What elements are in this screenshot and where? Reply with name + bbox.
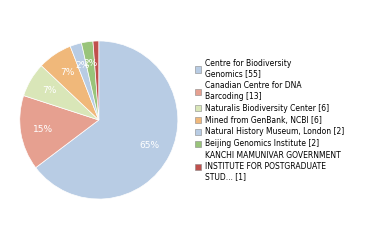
Wedge shape [70,43,99,120]
Text: 2%: 2% [83,59,98,68]
Text: 2%: 2% [75,61,89,70]
Text: 15%: 15% [33,125,53,134]
Wedge shape [81,41,99,120]
Wedge shape [41,46,99,120]
Wedge shape [20,96,99,168]
Text: 7%: 7% [43,86,57,96]
Text: 65%: 65% [140,141,160,150]
Wedge shape [36,41,178,199]
Wedge shape [93,41,99,120]
Wedge shape [24,66,99,120]
Text: 7%: 7% [60,68,74,77]
Legend: Centre for Biodiversity
Genomics [55], Canadian Centre for DNA
Barcoding [13], N: Centre for Biodiversity Genomics [55], C… [194,58,345,182]
